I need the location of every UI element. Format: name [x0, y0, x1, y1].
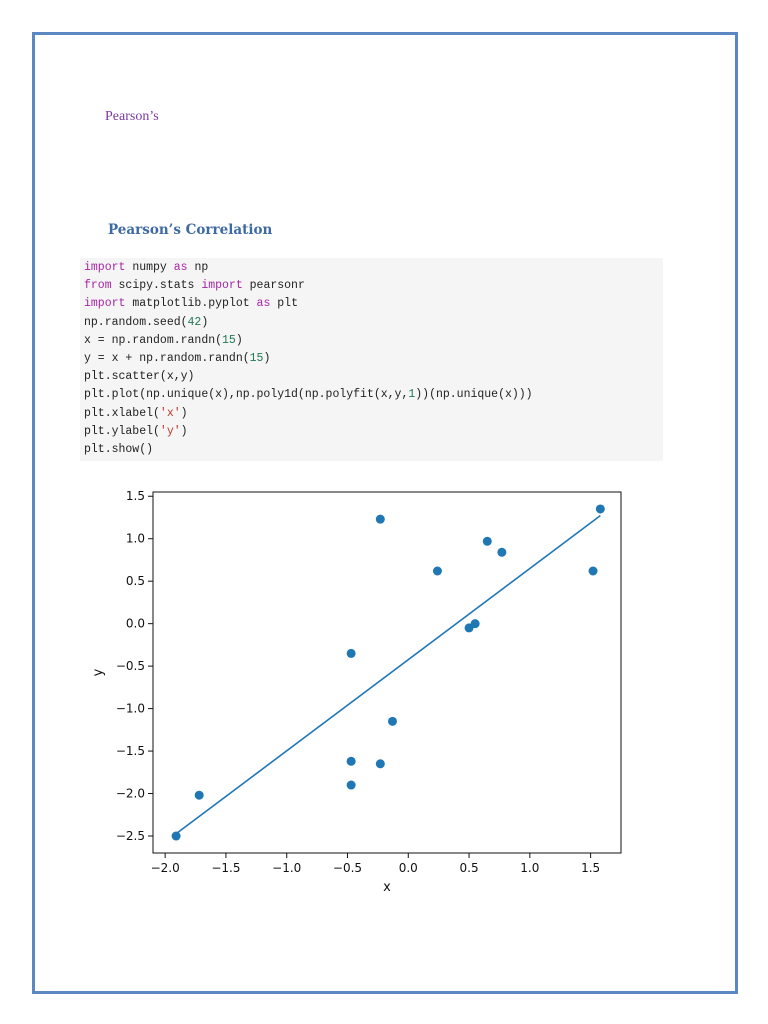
- code-token: ): [180, 406, 188, 420]
- y-tick-label: −2.0: [116, 787, 145, 801]
- code-token: as: [256, 297, 271, 311]
- scatter-point: [375, 514, 385, 524]
- scatter-point: [595, 504, 605, 514]
- code-token: ): [263, 352, 271, 365]
- code-token: 1: [408, 388, 416, 402]
- code-token: as: [173, 261, 188, 274]
- code-token: plt.plot(np.unique(x),np.poly1d(np.polyf…: [84, 388, 409, 402]
- code-token: pearsonr: [242, 279, 305, 293]
- x-tick-label: −2.0: [151, 861, 180, 875]
- scatter-chart: −2.0 −1.5 −1.0 −0.5 0.0 0.5 1.0 1.5 1.5 1.0 0.5 0.0…: [91, 489, 622, 895]
- code-token: ): [201, 315, 209, 329]
- y-tick-label: −2.5: [116, 829, 145, 843]
- x-tick-label: −0.5: [333, 861, 362, 875]
- code-token: 'x': [159, 406, 181, 420]
- code-token: x = np.random.randn(: [84, 333, 223, 347]
- y-tick-label: −1.5: [116, 744, 145, 758]
- x-tick-label: 1.5: [581, 861, 600, 875]
- document-header-text: Pearson’s: [105, 109, 159, 124]
- code-token: y = x + np.random.randn(: [84, 352, 250, 365]
- code-line: import matplotlib.pyplot as plt: [84, 297, 298, 310]
- code-token: import: [84, 261, 126, 274]
- scatter-point: [432, 566, 442, 576]
- code-token: np.random.seed(: [84, 315, 188, 329]
- code-line: import numpy as np: [84, 261, 208, 274]
- code-token: scipy.stats: [111, 279, 202, 293]
- y-tick-label: −0.5: [116, 659, 145, 673]
- code-token: 42: [187, 315, 202, 329]
- scatter-point: [470, 619, 480, 629]
- scatter-point: [194, 790, 204, 800]
- scatter-point: [346, 648, 356, 658]
- code-token: matplotlib.pyplot: [125, 297, 257, 311]
- code-line: plt.plot(np.unique(x),np.poly1d(np.polyf…: [84, 388, 533, 401]
- scatter-point: [482, 536, 492, 546]
- code-token: ): [180, 424, 188, 438]
- plot-frame: [152, 491, 622, 854]
- x-axis-label: x: [383, 880, 391, 895]
- code-line: y = x + np.random.randn(15): [84, 352, 270, 365]
- code-token: from: [84, 279, 112, 293]
- scatter-point: [588, 566, 598, 576]
- code-line: plt.show(): [84, 443, 153, 456]
- x-tick-label: 1.0: [520, 861, 539, 875]
- y-axis-label: y: [91, 668, 106, 676]
- code-token: np: [187, 261, 209, 274]
- y-tick-label: −1.0: [116, 702, 145, 716]
- code-token: numpy: [125, 261, 174, 274]
- x-tick-label: −1.0: [272, 861, 301, 875]
- y-tick-label: 0.0: [126, 617, 145, 631]
- scatter-point: [346, 780, 356, 790]
- scatter-point: [497, 547, 507, 557]
- x-tick-label: 0.5: [460, 861, 479, 875]
- code-line: from scipy.stats import pearsonr: [84, 279, 305, 292]
- section-heading: Pearson’s Correlation: [108, 222, 273, 238]
- code-token: plt.show(): [84, 443, 154, 456]
- scatter-point: [346, 756, 356, 766]
- code-token: import: [201, 279, 243, 293]
- code-token: 15: [249, 352, 264, 365]
- code-token: import: [84, 297, 126, 311]
- y-tick-label: 1.5: [126, 489, 145, 503]
- code-line: x = np.random.randn(15): [84, 334, 243, 347]
- code-token: 'y': [159, 424, 181, 438]
- x-tick-label: 0.0: [399, 861, 418, 875]
- y-tick-label: 0.5: [126, 574, 145, 588]
- code-token: 15: [222, 333, 236, 347]
- code-token: ): [235, 333, 243, 347]
- code-token: plt.ylabel(: [84, 424, 160, 438]
- scatter-point: [171, 831, 181, 841]
- code-line: plt.ylabel('y'): [84, 425, 188, 438]
- code-token: plt.scatter(x,y): [84, 370, 195, 384]
- x-tick-label: −1.5: [211, 861, 240, 875]
- code-token: ))(np.unique(x))): [415, 388, 533, 402]
- y-tick-label: 1.0: [126, 532, 145, 546]
- scatter-point: [387, 716, 397, 726]
- scatter-point: [375, 759, 385, 769]
- code-block: import numpy as np from scipy.stats impor…: [80, 258, 663, 461]
- page-border: [32, 32, 738, 994]
- code-line: np.random.seed(42): [84, 316, 208, 329]
- code-token: plt.xlabel(: [84, 406, 160, 420]
- code-token: plt: [270, 297, 298, 311]
- fit-line: [175, 515, 601, 835]
- code-line: plt.scatter(x,y): [84, 370, 194, 383]
- code-line: plt.xlabel('x'): [84, 407, 188, 420]
